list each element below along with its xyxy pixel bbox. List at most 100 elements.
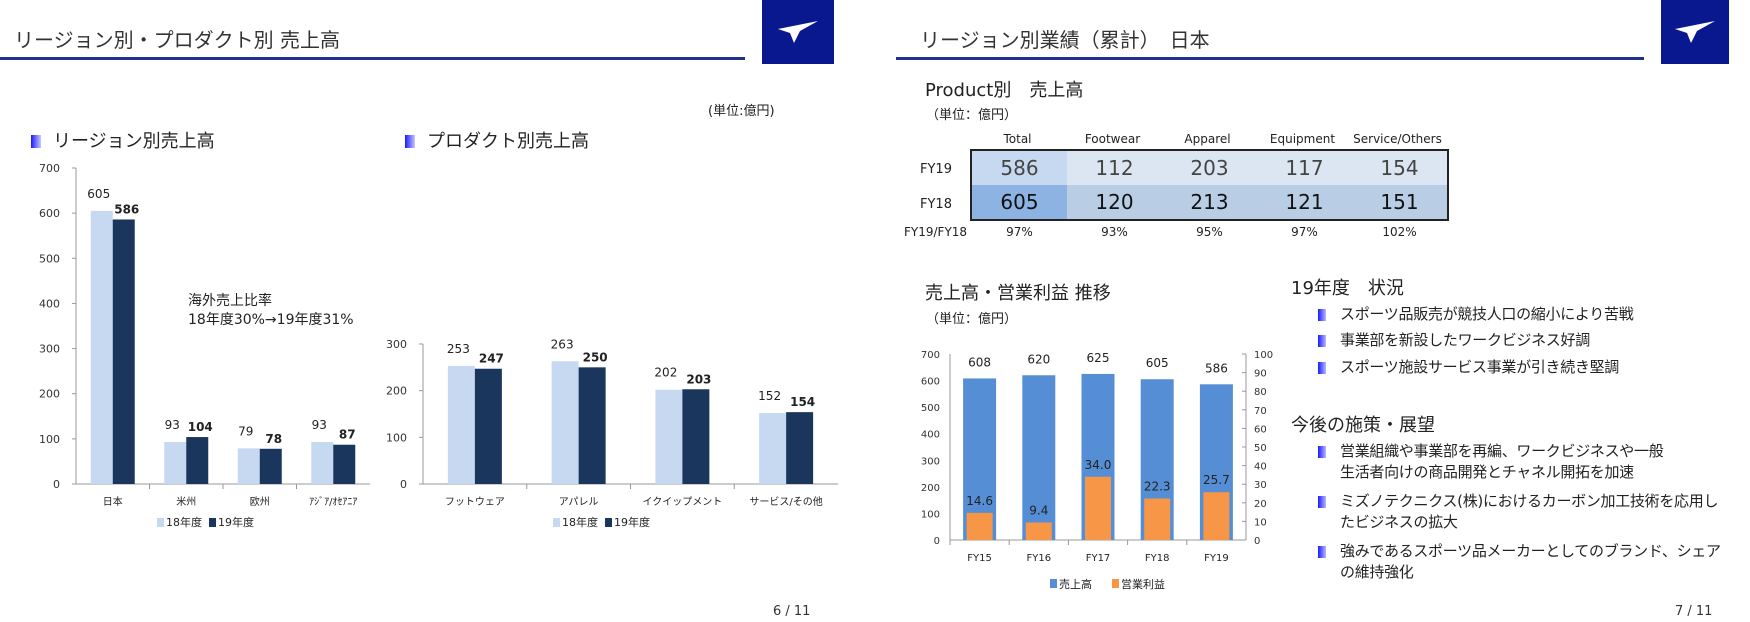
ratio-row: FY19/FY18 97% 93% 95% 97% 102%	[904, 225, 1447, 239]
page-number: 6 / 11	[773, 604, 811, 619]
row-label-fy19: FY19	[920, 162, 952, 177]
heading-text: プロダクト別売上高	[427, 131, 589, 152]
y-tick-label: 0	[400, 478, 407, 491]
y-tick-label: 600	[39, 207, 60, 220]
item-text: たビジネスの拡大	[1340, 513, 1458, 531]
bar-value-label: 203	[686, 372, 711, 386]
table-cell: 213	[1162, 185, 1257, 219]
profit-value-label: 25.7	[1203, 473, 1230, 487]
table-cell: 121	[1257, 185, 1352, 219]
note-line: 海外売上比率	[188, 293, 272, 309]
sales-value-label: 625	[1087, 351, 1110, 365]
item-text: の維持強化	[1340, 563, 1414, 581]
slide6-title: リージョン別・プロダクト別 売上高	[14, 28, 340, 52]
y-tick-label: 0	[934, 536, 940, 547]
legend-swatch	[209, 518, 216, 527]
profit-bar	[1144, 498, 1171, 540]
y2-tick-label: 20	[1254, 499, 1267, 510]
y-tick-label: 100	[39, 433, 60, 446]
table-cell: 203	[1162, 151, 1257, 185]
x-tick-label: FY18	[1145, 553, 1170, 564]
title-underline	[0, 57, 745, 60]
bar-value-label: 253	[447, 342, 470, 356]
legend-label: 19年度	[218, 515, 254, 529]
table-cell: 112	[1067, 151, 1162, 185]
y-tick-label: 100	[921, 509, 940, 520]
item-text: 事業部を新設したワークビジネス好調	[1340, 331, 1590, 349]
bar-18年度	[551, 361, 579, 484]
profit-bar	[966, 512, 993, 540]
bar-18年度	[164, 442, 187, 484]
y-tick-label: 300	[921, 456, 940, 467]
y-tick-label: 300	[39, 343, 60, 356]
y-tick-label: 400	[39, 297, 60, 310]
col-header: Total	[1003, 132, 1032, 146]
table-cell: 605	[972, 185, 1067, 219]
ratio-value: 102%	[1382, 225, 1417, 239]
bar-value-label: 78	[265, 432, 282, 446]
legend-label: 18年度	[166, 515, 202, 529]
y2-tick-label: 60	[1254, 424, 1267, 435]
legend-label: 営業利益	[1121, 577, 1165, 591]
profit-bar	[1203, 492, 1230, 540]
table-cell: 117	[1257, 151, 1352, 185]
mizuno-logo-icon	[1661, 0, 1729, 64]
legend-label: 19年度	[614, 515, 650, 529]
bar-value-label: 263	[551, 337, 574, 351]
item-text: 強みであるスポーツ品メーカーとしてのブランド、シェア	[1340, 542, 1721, 560]
outlook-item: 強みであるスポーツ品メーカーとしてのブランド、シェア の維持強化	[1318, 541, 1721, 583]
legend-swatch	[1112, 579, 1119, 588]
bar-value-label: 79	[238, 424, 253, 438]
bar-18年度	[655, 389, 683, 484]
sales-profit-trend-chart: 0 100 200 300 400 500 600 700 0 10 20 30 40 50 60 70 80 9…	[921, 350, 1273, 591]
bar-value-label: 247	[479, 352, 504, 366]
y-tick-label: 400	[921, 430, 940, 441]
y-tick-label: 500	[39, 252, 60, 265]
legend-swatch	[157, 518, 164, 527]
ratio-value: 95%	[1196, 225, 1223, 239]
x-tick-label: 米州	[176, 495, 196, 508]
bar-value-label: 93	[165, 418, 180, 432]
profit-value-label: 34.0	[1085, 458, 1112, 472]
col-header: Equipment	[1269, 132, 1336, 146]
x-tick-label: 欧州	[250, 496, 270, 508]
table-header: Total Footwear Apparel Equipment Service…	[970, 132, 1445, 146]
y2-tick-label: 10	[1254, 517, 1267, 528]
bar-19年度	[682, 389, 710, 484]
legend-swatch	[1050, 579, 1057, 588]
y2-tick-label: 90	[1254, 369, 1267, 380]
status-item: スポーツ品販売が競技人口の縮小により苦戦	[1318, 304, 1634, 325]
region-sales-chart: 0 100 200 300 400 500 600 700 日本 605 586 米州 93 104 欧州 7…	[39, 162, 370, 529]
y2-tick-label: 70	[1254, 406, 1267, 417]
bar-value-label: 250	[583, 350, 608, 364]
x-tick-label: FY15	[967, 553, 992, 564]
item-text: 生活者向けの商品開発とチャネル開拓を加速	[1340, 463, 1634, 481]
y-tick-label: 200	[921, 483, 940, 494]
profit-value-label: 9.4	[1029, 504, 1048, 518]
x-tick-label: FY16	[1027, 553, 1052, 564]
x-tick-label: FY17	[1086, 553, 1111, 564]
y-tick-label: 200	[386, 385, 407, 398]
legend-label: 売上高	[1059, 577, 1092, 591]
legend-label: 18年度	[562, 515, 598, 529]
col-header: Service/Others	[1353, 132, 1442, 146]
bullet-icon	[1318, 546, 1326, 558]
y-tick-label: 700	[39, 162, 60, 175]
mizuno-logo-icon	[762, 0, 834, 64]
bar-value-label: 87	[339, 428, 356, 442]
bar-value-label: 605	[87, 187, 110, 201]
y-tick-label: 700	[921, 350, 940, 361]
ratio-label: FY19/FY18	[904, 225, 968, 239]
product-sales-chart: 0 100 200 300 フットウェア 253 247 アパレル 263 250 イクイップメント…	[386, 337, 838, 529]
table-row: 605 120 213 121 151	[972, 185, 1447, 219]
x-tick-label: アパレル	[559, 496, 599, 508]
heading-text: リージョン別売上高	[53, 131, 215, 152]
ratio-value: 93%	[1101, 225, 1128, 239]
table-cell: 120	[1067, 185, 1162, 219]
bar-value-label: 154	[790, 395, 815, 409]
bullet-icon	[405, 135, 415, 148]
sales-value-label: 586	[1205, 361, 1228, 375]
table-cell: 586	[972, 151, 1067, 185]
bar-18年度	[311, 442, 334, 484]
y-tick-label: 200	[39, 388, 60, 401]
